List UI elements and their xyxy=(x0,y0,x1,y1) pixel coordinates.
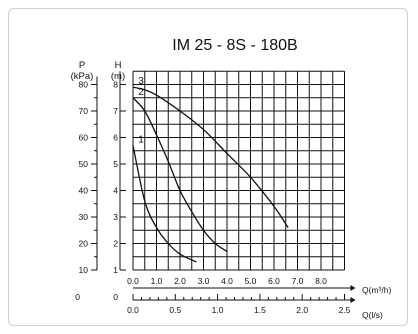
curve-label-1: 1 xyxy=(138,134,144,145)
h-tick-label: 3 xyxy=(113,212,118,222)
curve-label-3: 3 xyxy=(138,76,144,87)
pump-curve-2 xyxy=(132,97,228,252)
h-tick-label: 1 xyxy=(113,265,118,275)
pump-curve-3 xyxy=(132,86,289,228)
p-tick-label: 60 xyxy=(79,133,89,143)
x-tick-label-m3h: 8.0 xyxy=(315,276,327,286)
chart-axes xyxy=(91,71,356,303)
x-axis-label-ls: Q(l/s) xyxy=(362,310,383,320)
chart-frame xyxy=(8,8,408,326)
p-axis-unit: (kPa) xyxy=(71,71,94,82)
p-tick-label: 10 xyxy=(79,265,89,275)
x-axis-arrow-m3h xyxy=(350,285,356,291)
pump-curve-1 xyxy=(132,145,197,263)
p-tick-label: 40 xyxy=(79,186,89,196)
x-tick-label-ls: 0.0 xyxy=(127,305,139,315)
p-tick-label: 50 xyxy=(79,159,89,169)
x-tick-label-m3h: 5.0 xyxy=(245,276,257,286)
p-tick-label: 70 xyxy=(79,106,89,116)
x-tick-label-m3h: 1.0 xyxy=(151,276,163,286)
p-tick-label: 20 xyxy=(79,239,89,249)
p-tick-label: 0 xyxy=(75,292,80,302)
x-tick-label-m3h: 7.0 xyxy=(292,276,304,286)
h-tick-label: 4 xyxy=(113,186,118,196)
p-tick-label: 80 xyxy=(79,80,89,90)
p-axis-name: P xyxy=(79,60,85,71)
h-tick-label: 0 xyxy=(113,292,118,302)
pump-curves: 1 23 xyxy=(132,76,289,263)
x-tick-label-m3h: 2.0 xyxy=(174,276,186,286)
x-tick-label-ls: 1.5 xyxy=(254,305,266,315)
x-tick-label-ls: 1.0 xyxy=(212,305,224,315)
p-tick-label: 30 xyxy=(79,212,89,222)
x-axis-label-m3h: Q(m³/h) xyxy=(362,285,391,295)
chart-grid xyxy=(132,70,345,271)
h-axis-unit: (m) xyxy=(111,71,125,82)
x-tick-label-m3h: 3.0 xyxy=(198,276,210,286)
x-axis-arrow-ls xyxy=(350,297,356,303)
h-tick-label: 7 xyxy=(113,106,118,116)
h-tick-label: 6 xyxy=(113,133,118,143)
curve-label-2: 2 xyxy=(138,87,144,98)
x-tick-label-ls: 2.5 xyxy=(339,305,351,315)
chart-title: IM 25 - 8S - 180B xyxy=(172,37,297,54)
x-tick-label-ls: 2.0 xyxy=(296,305,308,315)
h-tick-label: 2 xyxy=(113,239,118,249)
h-axis-name: H xyxy=(115,60,122,71)
x-tick-label-m3h: 0.0 xyxy=(127,276,139,286)
x-tick-label-ls: 0.5 xyxy=(169,305,181,315)
h-tick-label: 8 xyxy=(113,80,118,90)
x-tick-label-m3h: 4.0 xyxy=(221,276,233,286)
x-tick-label-m3h: 6.0 xyxy=(268,276,280,286)
h-tick-label: 5 xyxy=(113,159,118,169)
